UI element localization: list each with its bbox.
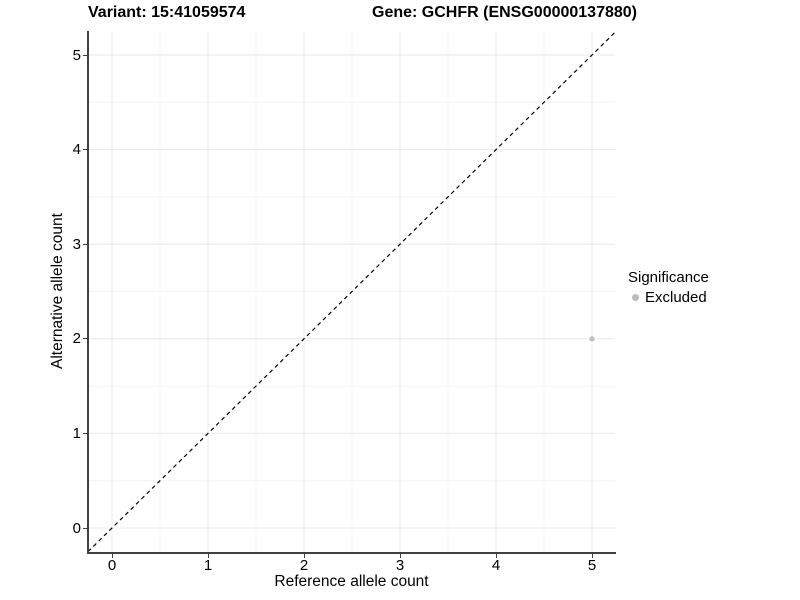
y-tick-mark <box>82 149 87 151</box>
legend-title: Significance <box>628 269 709 286</box>
scatter-plot-canvas <box>87 30 617 553</box>
plot-panel <box>87 30 617 553</box>
y-tick-label: 3 <box>72 235 81 253</box>
x-tick-mark <box>399 553 401 558</box>
gene-title: Gene: GCHFR (ENSG00000137880) <box>372 4 637 21</box>
y-tick-label: 2 <box>72 330 81 348</box>
legend-item-label: Excluded <box>645 289 707 306</box>
x-tick-label: 3 <box>395 557 405 574</box>
y-tick-mark <box>82 338 87 340</box>
x-tick-mark <box>207 553 209 558</box>
y-axis-title: Alternative allele count <box>49 213 66 369</box>
x-tick-label: 4 <box>491 557 501 574</box>
x-tick-label: 2 <box>299 557 309 574</box>
identity-reference-line <box>87 30 617 553</box>
y-tick-mark <box>82 432 87 434</box>
x-tick-mark <box>303 553 305 558</box>
y-axis-line <box>86 31 89 553</box>
x-tick-mark <box>495 553 497 558</box>
x-axis-title: Reference allele count <box>274 573 429 590</box>
y-tick-mark <box>82 54 87 56</box>
y-tick-label: 5 <box>72 46 81 64</box>
x-tick-label: 5 <box>587 557 597 574</box>
y-tick-label: 0 <box>72 519 81 537</box>
y-tick-mark <box>82 527 87 529</box>
legend-item: Excluded <box>628 289 709 306</box>
y-tick-mark <box>82 243 87 245</box>
legend: Significance Excluded <box>628 268 709 306</box>
y-tick-label: 4 <box>72 141 81 159</box>
x-tick-label: 1 <box>203 557 213 574</box>
x-tick-label: 0 <box>107 557 117 574</box>
x-axis-line <box>86 551 616 554</box>
data-point <box>589 336 595 342</box>
legend-point-icon <box>632 294 639 301</box>
y-tick-label: 1 <box>72 424 81 442</box>
x-tick-mark <box>111 553 113 558</box>
variant-title: Variant: 15:41059574 <box>88 4 246 21</box>
legend-items: Excluded <box>628 289 709 306</box>
x-tick-mark <box>591 553 593 558</box>
